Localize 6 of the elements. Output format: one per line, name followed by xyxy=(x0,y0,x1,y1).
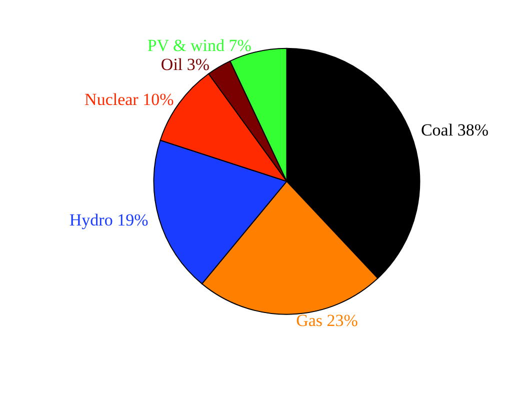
slice-label: Gas 23% xyxy=(296,310,358,330)
slice-label: Nuclear 10% xyxy=(84,90,174,110)
slice-label: Oil 3% xyxy=(160,55,210,74)
slice-label: Hydro 19% xyxy=(69,210,148,230)
slice-label: PV & wind 7% xyxy=(147,36,252,56)
slice-label: Coal 38% xyxy=(420,120,488,140)
